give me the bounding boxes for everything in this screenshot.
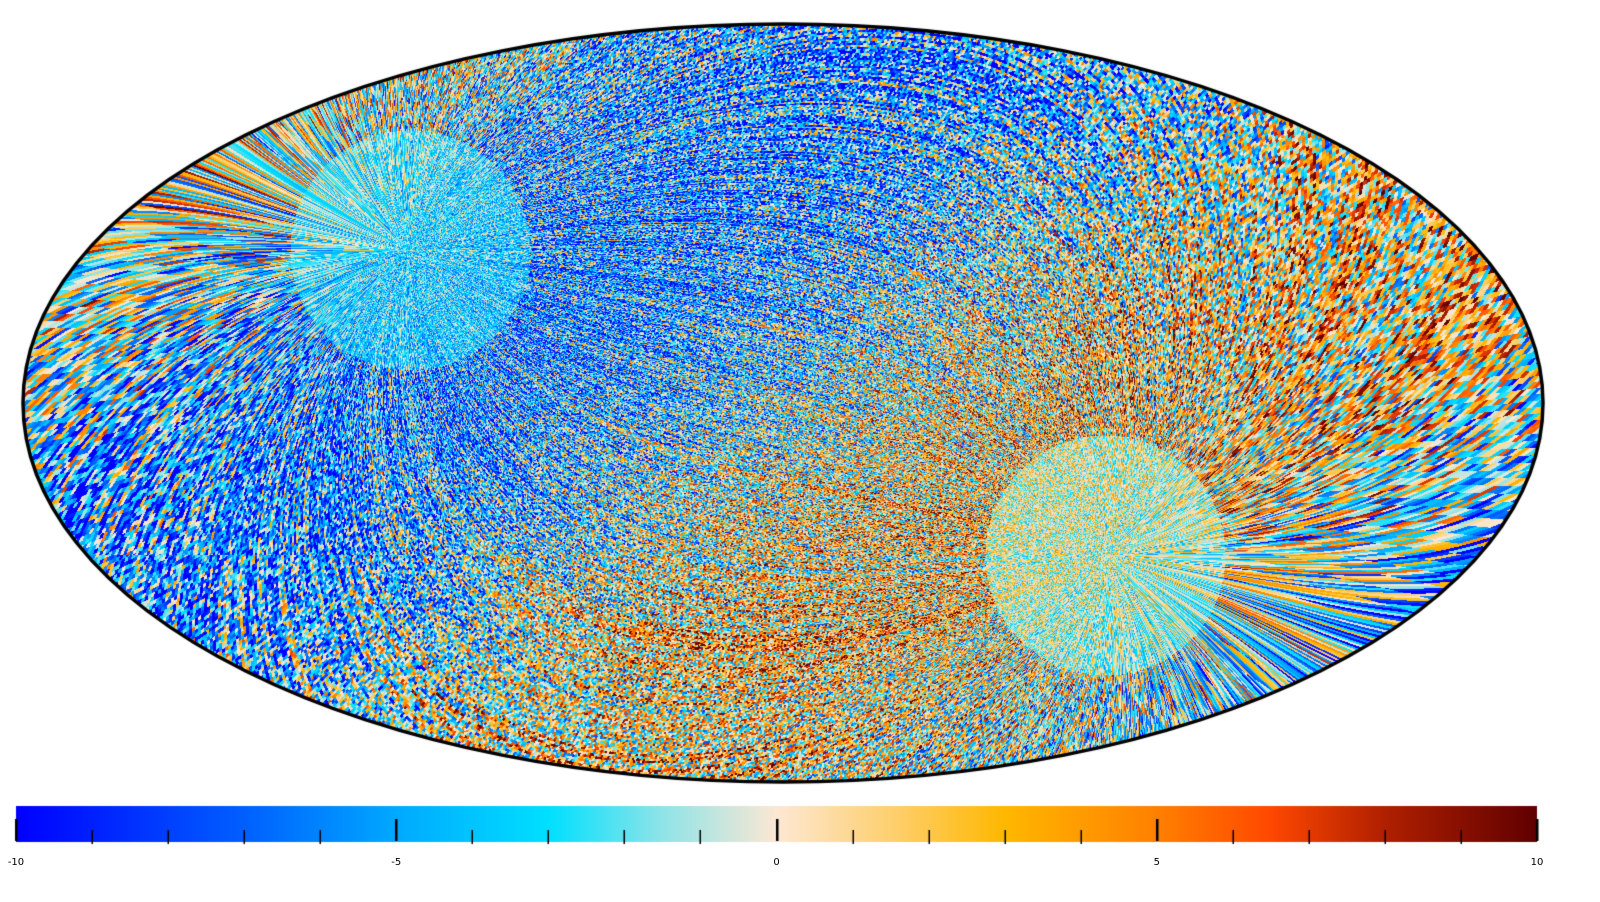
colorbar-tick-label: -10 [7, 857, 25, 868]
colorbar-tick-label: -5 [391, 857, 402, 868]
colorbar-tick-label: 10 [1530, 857, 1544, 868]
colorbar-tick-label: 0 [773, 857, 780, 868]
mollweide-sky-map [0, 0, 1600, 790]
colorbar-tick-label: 5 [1153, 857, 1160, 868]
colorbar [0, 790, 1600, 860]
